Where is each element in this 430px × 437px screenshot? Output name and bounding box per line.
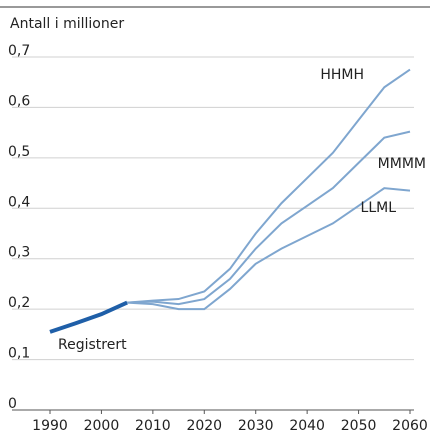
series-label: HHMH xyxy=(320,67,364,83)
x-tick-label: 2020 xyxy=(186,418,222,434)
line xyxy=(127,130,411,306)
y-tick-label: 0,6 xyxy=(8,93,30,109)
y-tick-label: 0,1 xyxy=(8,346,30,362)
line xyxy=(127,187,411,311)
y-tick-label: 0,7 xyxy=(8,43,30,59)
x-tick-label: 2030 xyxy=(238,418,274,434)
x-tick-label: 2000 xyxy=(84,418,120,434)
y-tick-label: 0 xyxy=(8,396,17,412)
series-label: Registrert xyxy=(58,337,127,353)
x-tick-label: 2050 xyxy=(341,418,377,434)
y-tick-label: 0,5 xyxy=(8,144,30,160)
x-tick-label: 2060 xyxy=(392,418,428,434)
y-tick-label: 0,4 xyxy=(8,194,30,210)
line xyxy=(127,68,411,304)
x-tick-label: 1990 xyxy=(32,418,68,434)
series-label: MMMM xyxy=(378,156,426,172)
x-tick-label: 2040 xyxy=(289,418,325,434)
y-tick-label: 0,2 xyxy=(8,295,30,311)
line xyxy=(49,300,128,334)
chart-title: Antall i millioner xyxy=(10,16,124,32)
y-tick-label: 0,3 xyxy=(8,245,30,261)
x-tick-label: 2010 xyxy=(135,418,171,434)
series-label: LLML xyxy=(361,200,397,216)
